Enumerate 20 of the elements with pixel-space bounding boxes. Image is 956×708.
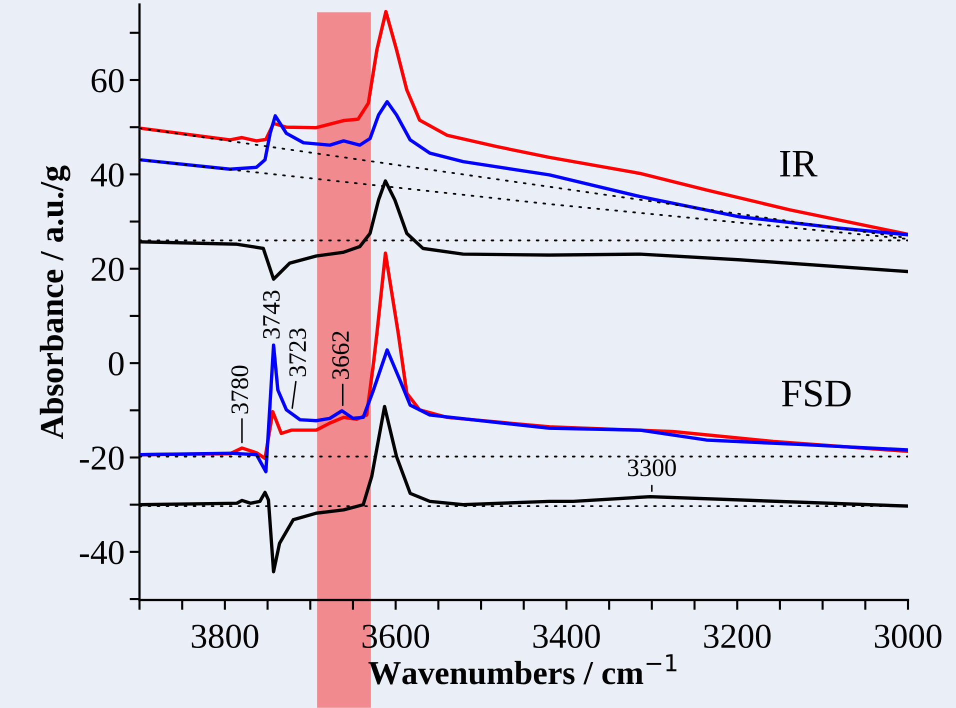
annotation: 3780 [231,366,248,414]
annotation: 3662 [332,332,349,380]
annotation: FSD [782,380,851,407]
x-tick-label: 3600 [362,624,430,648]
y-tick-label: -40 [80,540,124,564]
y-tick-label: 20 [92,258,124,282]
x-tick-label: 3400 [533,624,600,648]
annotation: 3743 [263,290,280,338]
x-tick-label: 3200 [704,624,771,648]
y-tick-label: 0 [108,352,124,376]
x-axis-title: Wavenumbers / cm$^{−1}$ [368,654,676,684]
y-tick-label: 40 [90,163,124,187]
y-tick-label: 60 [92,68,124,92]
x-tick-label: 3800 [192,624,258,648]
x-tick-label: 3000 [874,624,942,648]
y-axis-title: Absorbance / a.u./g [40,166,70,439]
annotation: 3300 [628,459,676,476]
y-tick-label: -20 [80,446,124,470]
annotation: IR [780,150,818,176]
annotation: 3723 [289,328,306,376]
